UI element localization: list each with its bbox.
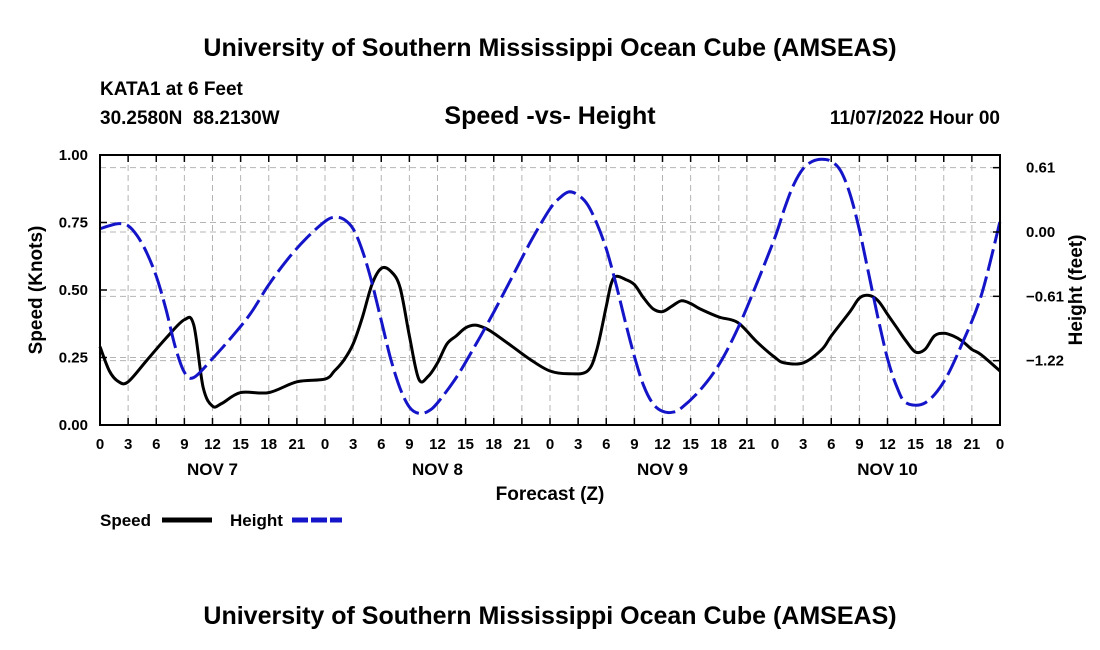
x-tick-label: 15 <box>907 436 924 453</box>
day-label: NOV 9 <box>637 460 688 479</box>
x-tick-label: 9 <box>405 436 413 453</box>
legend-speed-label: Speed <box>100 511 151 530</box>
legend-height-label: Height <box>230 511 283 530</box>
station-label: KATA1 at 6 Feet <box>100 79 244 100</box>
y-left-tick-label: 0.50 <box>59 282 88 299</box>
x-tick-label: 3 <box>799 436 807 453</box>
x-tick-label: 12 <box>204 436 221 453</box>
coordinates-label: 30.2580N 88.2130W <box>100 108 280 129</box>
y-right-tick-label: −1.22 <box>1026 353 1064 370</box>
x-tick-label: 12 <box>879 436 896 453</box>
x-tick-label: 18 <box>935 436 952 453</box>
x-tick-label: 12 <box>654 436 671 453</box>
x-tick-label: 21 <box>739 436 756 453</box>
x-tick-label: 0 <box>321 436 329 453</box>
y-left-tick-label: 0.00 <box>59 417 88 434</box>
chart-title: Speed -vs- Height <box>444 102 656 130</box>
x-tick-label: 18 <box>710 436 727 453</box>
x-tick-label: 6 <box>827 436 835 453</box>
day-label: NOV 10 <box>857 460 917 479</box>
x-tick-label: 21 <box>964 436 981 453</box>
x-tick-label: 3 <box>124 436 132 453</box>
x-tick-label: 0 <box>996 436 1004 453</box>
x-tick-label: 12 <box>429 436 446 453</box>
x-tick-label: 9 <box>180 436 188 453</box>
y-right-tick-label: 0.61 <box>1026 160 1055 177</box>
x-tick-label: 3 <box>574 436 582 453</box>
day-label: NOV 8 <box>412 460 463 479</box>
y-right-tick-label: 0.00 <box>1026 224 1055 241</box>
x-tick-label: 9 <box>855 436 863 453</box>
speed-series-line <box>98 265 1001 409</box>
page-title: University of Southern Mississippi Ocean… <box>203 34 896 62</box>
y-left-tick-label: 0.25 <box>59 350 88 367</box>
x-tick-label: 0 <box>771 436 779 453</box>
x-tick-label: 15 <box>682 436 699 453</box>
x-axis-label: Forecast (Z) <box>496 484 605 505</box>
x-tick-label: 21 <box>514 436 531 453</box>
y-axis-right-label: Height (feet) <box>1066 235 1087 346</box>
legend: Speed Height <box>100 511 342 530</box>
x-tick-label: 18 <box>260 436 277 453</box>
x-tick-label: 9 <box>630 436 638 453</box>
y-axis-left-label: Speed (Knots) <box>26 226 47 355</box>
axes: 0 3 6 9 12 15 18 21 0 3 6 9 12 15 18 21 0 3 6 9 12 15 18 21 0 3 6 9… <box>59 147 1064 479</box>
x-tick-label: 0 <box>546 436 554 453</box>
forecast-date-label: 11/07/2022 Hour 00 <box>830 108 1000 129</box>
x-tick-label: 3 <box>349 436 357 453</box>
x-tick-label: 18 <box>485 436 502 453</box>
day-label: NOV 7 <box>187 460 238 479</box>
plot-series <box>98 157 1002 416</box>
x-tick-label: 6 <box>152 436 160 453</box>
y-left-tick-label: 0.75 <box>59 215 88 232</box>
x-tick-label: 15 <box>457 436 474 453</box>
x-tick-label: 6 <box>377 436 385 453</box>
footer-title: University of Southern Mississippi Ocean… <box>203 602 896 630</box>
x-tick-label: 15 <box>232 436 249 453</box>
x-tick-label: 0 <box>96 436 104 453</box>
height-series-line <box>99 157 1002 416</box>
grid-lines <box>100 155 1000 425</box>
y-right-tick-label: −0.61 <box>1026 288 1064 305</box>
y-left-tick-label: 1.00 <box>59 147 88 164</box>
x-tick-label: 6 <box>602 436 610 453</box>
x-tick-label: 21 <box>289 436 306 453</box>
